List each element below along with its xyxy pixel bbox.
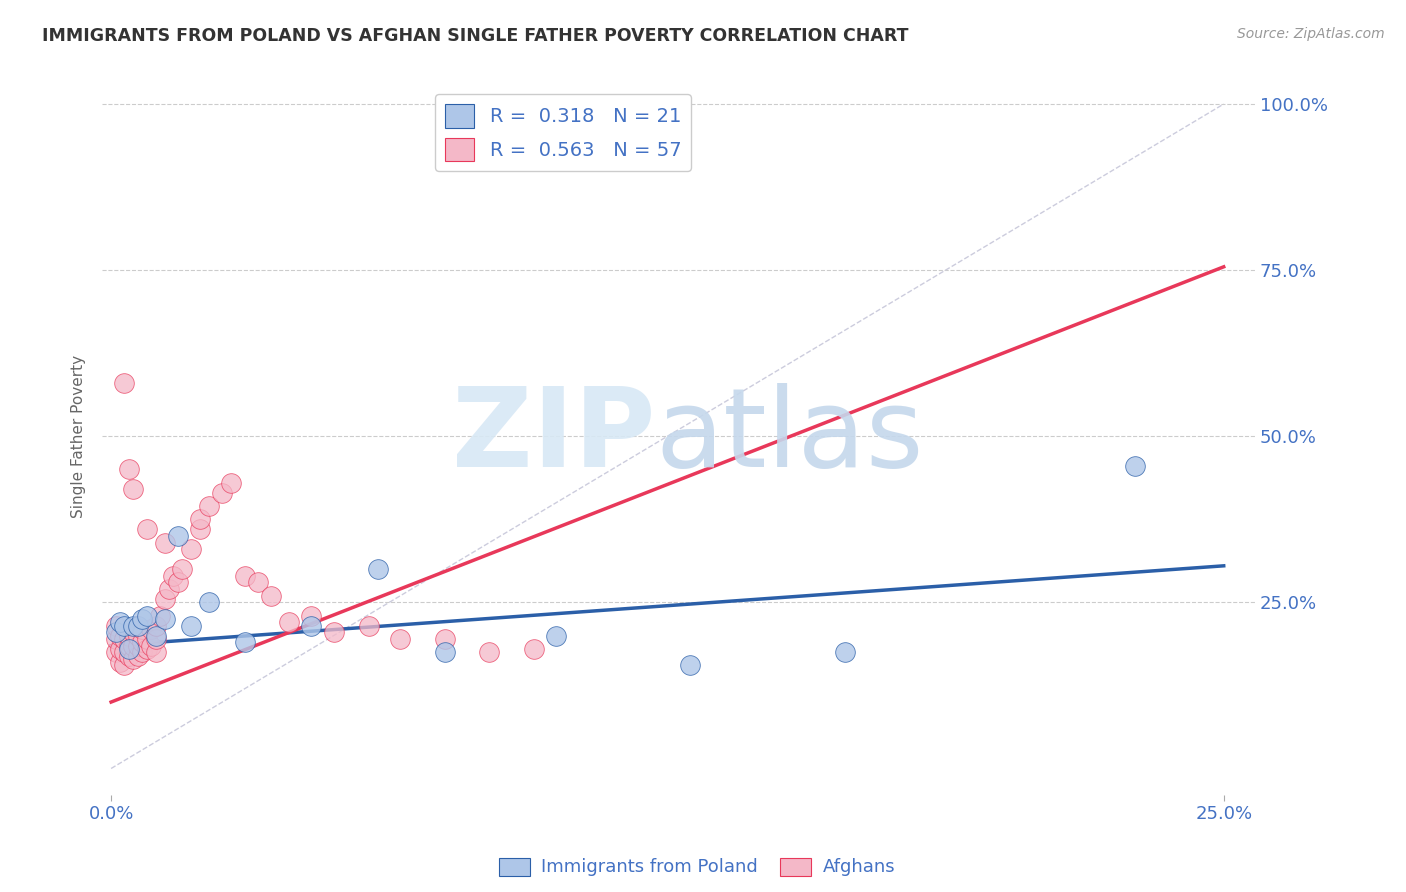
Point [145,632,167,646]
Point [198,595,221,609]
Point [523,641,546,656]
Point [104,618,127,632]
Text: IMMIGRANTS FROM POLAND VS AFGHAN SINGLE FATHER POVERTY CORRELATION CHART: IMMIGRANTS FROM POLAND VS AFGHAN SINGLE … [42,27,908,45]
Point [180,618,202,632]
Point [104,632,127,646]
Point [108,641,131,656]
Point [389,632,412,646]
Point [233,569,256,583]
Point [122,483,145,497]
Legend: R =  0.318   N = 21, R =  0.563   N = 57: R = 0.318 N = 21, R = 0.563 N = 57 [436,95,692,171]
Point [114,376,136,390]
Point [198,499,221,513]
Point [118,629,141,643]
Point [118,641,141,656]
Text: atlas: atlas [655,383,924,490]
Point [127,648,149,663]
Point [114,658,136,673]
Point [135,641,157,656]
Point [122,625,145,640]
Point [180,542,202,557]
Point [118,462,141,476]
Point [278,615,301,630]
Point [153,592,176,607]
Point [131,622,153,636]
Point [546,629,568,643]
Point [127,629,149,643]
Point [299,618,322,632]
Point [246,575,269,590]
Point [108,629,131,643]
Point [167,575,190,590]
Point [433,645,456,659]
Point [219,475,242,490]
Point [127,639,149,653]
Point [141,622,163,636]
Point [233,635,256,649]
Point [834,645,856,659]
Point [135,632,157,646]
Point [367,562,389,576]
Point [122,618,145,632]
Point [157,582,180,596]
Point [135,522,157,536]
Point [359,618,381,632]
Point [188,522,211,536]
Point [188,512,211,526]
Point [131,635,153,649]
Point [679,658,702,673]
Point [478,645,501,659]
Point [122,639,145,653]
Point [135,608,157,623]
Point [114,645,136,659]
Point [145,629,167,643]
Text: ZIP: ZIP [453,383,655,490]
Point [149,608,172,623]
Text: Afghans: Afghans [823,858,896,876]
Point [153,535,176,549]
Point [114,618,136,632]
Text: Immigrants from Poland: Immigrants from Poland [541,858,758,876]
Point [141,639,163,653]
Point [108,615,131,630]
Point [167,529,190,543]
Point [153,612,176,626]
Point [122,652,145,666]
Point [108,655,131,669]
Point [104,645,127,659]
Point [172,562,194,576]
Point [145,618,167,632]
Point [118,648,141,663]
Point [127,618,149,632]
Point [299,608,322,623]
Point [322,625,344,640]
Y-axis label: Single Father Poverty: Single Father Poverty [72,355,86,518]
Point [145,645,167,659]
Point [118,639,141,653]
Point [260,589,283,603]
Point [114,632,136,646]
Point [127,618,149,632]
Point [104,625,127,640]
Point [131,645,153,659]
Point [131,612,153,626]
Text: Source: ZipAtlas.com: Source: ZipAtlas.com [1237,27,1385,41]
Point [162,569,184,583]
Point [1123,459,1146,474]
Point [433,632,456,646]
Point [211,485,233,500]
